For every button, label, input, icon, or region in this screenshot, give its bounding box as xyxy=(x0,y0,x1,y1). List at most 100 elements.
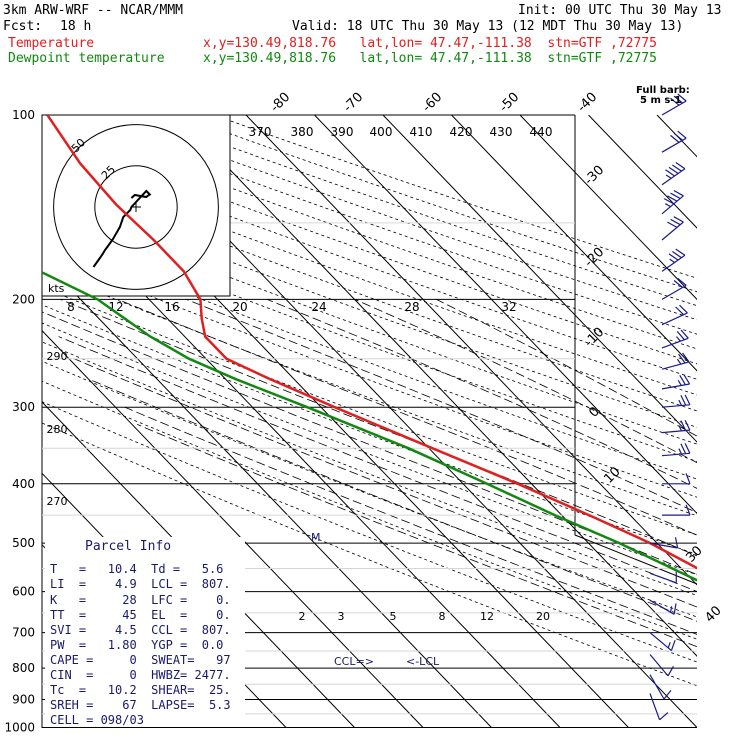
speed-scale-label: 32 xyxy=(501,300,516,314)
hodograph-ring xyxy=(53,124,219,290)
isotherm-line xyxy=(726,115,740,728)
parcel-row-tc: Tc = 10.2 SHEAR= 25. xyxy=(50,683,231,697)
theta-label: 410 xyxy=(410,125,433,139)
mixing-ratio-label: 20 xyxy=(536,610,550,623)
wind-barb-flag xyxy=(659,712,669,721)
wind-barb-flag xyxy=(678,353,686,364)
wind-barb-flag xyxy=(667,666,674,677)
isotherm-label: -70 xyxy=(341,90,367,116)
parcel-row-sreh: SREH = 67 LAPSE= 5.3 xyxy=(50,698,231,712)
wind-barb-flag xyxy=(670,606,673,613)
dry-adiabat xyxy=(42,188,697,428)
isotherm-line xyxy=(177,115,697,657)
speed-scale-label: 20 xyxy=(232,300,247,314)
isotherm-line xyxy=(42,329,424,728)
isotherm-line xyxy=(42,258,492,728)
dry-adiabat xyxy=(42,203,697,445)
wind-barb-flag xyxy=(678,425,683,432)
wind-barb-staff xyxy=(649,674,665,700)
wind-barb-staff xyxy=(649,654,669,677)
parcel-row-cell: CELL = 098/03 xyxy=(50,713,144,727)
parcel-info-panel: Parcel Info T = 10.4 Td = 5.6 LI = 4.9 L… xyxy=(45,537,245,727)
dewpoint-trace xyxy=(42,271,697,582)
dry-adiabat xyxy=(178,115,697,293)
wind-barb-flag xyxy=(665,174,672,179)
isotherm-label: -30 xyxy=(582,163,608,189)
wind-barb-flag xyxy=(677,277,687,286)
pressure-label: 1000 xyxy=(4,721,35,735)
lcl-marker: <-LCL xyxy=(406,655,440,668)
wind-barb-flag xyxy=(679,304,688,314)
wind-barb-staff xyxy=(661,337,689,349)
temperature-location: x,y=130.49,818.76 lat,lon= 47.47,-111.38… xyxy=(203,36,657,51)
wind-barb-flag xyxy=(673,216,684,223)
speed-scale-label: 24 xyxy=(311,300,326,314)
pressure-label: 700 xyxy=(12,626,35,640)
theta-label: 390 xyxy=(331,125,354,139)
moist-adiabat xyxy=(186,299,697,514)
pressure-label: 200 xyxy=(12,292,35,306)
dry-adiabat xyxy=(42,422,697,687)
mark-label: M xyxy=(311,531,321,544)
isotherm-line xyxy=(245,115,697,586)
isotherm-label: 40 xyxy=(702,603,724,625)
model-title: 3km ARW-WRF -- NCAR/MMM xyxy=(3,3,184,18)
wind-barb-flag xyxy=(685,473,691,485)
wind-legend-title: Full barb: xyxy=(636,85,690,96)
dry-adiabat xyxy=(42,235,697,480)
pressure-label: 400 xyxy=(12,477,35,491)
isotherm-line xyxy=(42,401,355,728)
dry-adiabat xyxy=(42,380,697,640)
wind-barb-flag xyxy=(676,358,682,365)
wind-barb-flag xyxy=(663,198,675,205)
wind-barb-flag xyxy=(669,258,675,263)
parcel-row-cape: CAPE = 0 SWEAT= 97 xyxy=(50,653,231,667)
ccl-marker: CCL=> xyxy=(334,655,374,668)
wind-legend-units: 5 m s-1 xyxy=(640,95,681,106)
wind-barb-flag xyxy=(678,399,683,406)
moist-adiabat xyxy=(436,299,697,437)
valid-time: Valid: 18 UTC Thu 30 May 13 (12 MDT Thu … xyxy=(292,19,684,34)
wind-barb-staff xyxy=(649,693,661,721)
wind-barb-flag xyxy=(680,443,687,454)
wind-barb-flag xyxy=(680,395,687,406)
wind-barb-flag xyxy=(673,95,683,104)
pressure-label: 500 xyxy=(12,536,35,550)
wind-barb-flag xyxy=(663,690,672,700)
dry-adiabat xyxy=(42,304,697,555)
moist-adiabat xyxy=(58,336,697,592)
wind-barb-flag xyxy=(684,419,691,431)
pressure-label: 600 xyxy=(12,585,35,599)
init-time: Init: 00 UTC Thu 30 May 13 xyxy=(518,3,722,18)
isotherm-line xyxy=(314,115,697,515)
wind-barb-flag xyxy=(674,537,679,549)
mixing-ratio-label: 8 xyxy=(439,610,446,623)
plot-header: 3km ARW-WRF -- NCAR/MMM Init: 00 UTC Thu… xyxy=(0,0,740,70)
wind-barb-flag xyxy=(670,639,676,651)
speed-scale-label: 16 xyxy=(164,300,179,314)
moist-adiabat xyxy=(73,358,697,608)
wind-barb-flag xyxy=(680,329,689,339)
parcel-row-cin: CIN = 0 HWBZ= 2477. xyxy=(50,668,231,682)
dewpoint-legend: Dewpoint temperature xyxy=(8,51,165,66)
wind-barb-flag xyxy=(682,352,690,363)
wind-barb-flag xyxy=(677,379,682,386)
wind-barb-flag xyxy=(668,253,679,261)
isotherm-label: -50 xyxy=(497,90,523,116)
wind-barb-flag xyxy=(675,306,685,316)
wind-barb-flag xyxy=(679,374,686,386)
wind-barb-flag xyxy=(673,132,683,141)
pressure-label: 300 xyxy=(12,400,35,414)
wind-barb-flag xyxy=(672,251,682,259)
temperature-legend: Temperature xyxy=(8,36,95,51)
isotherm-label: -20 xyxy=(582,245,608,271)
wind-barb-flag xyxy=(675,248,686,256)
wind-barb-flag xyxy=(685,504,691,516)
wind-barb-flag xyxy=(676,336,681,342)
theta-left-label: 280 xyxy=(47,423,68,436)
parcel-row-t: T = 10.4 Td = 5.6 xyxy=(50,562,224,576)
wind-barb-flag xyxy=(680,420,687,431)
wind-barb-flag xyxy=(678,448,683,455)
wind-barb-flag xyxy=(667,642,671,649)
wind-barb-flag xyxy=(675,162,686,170)
